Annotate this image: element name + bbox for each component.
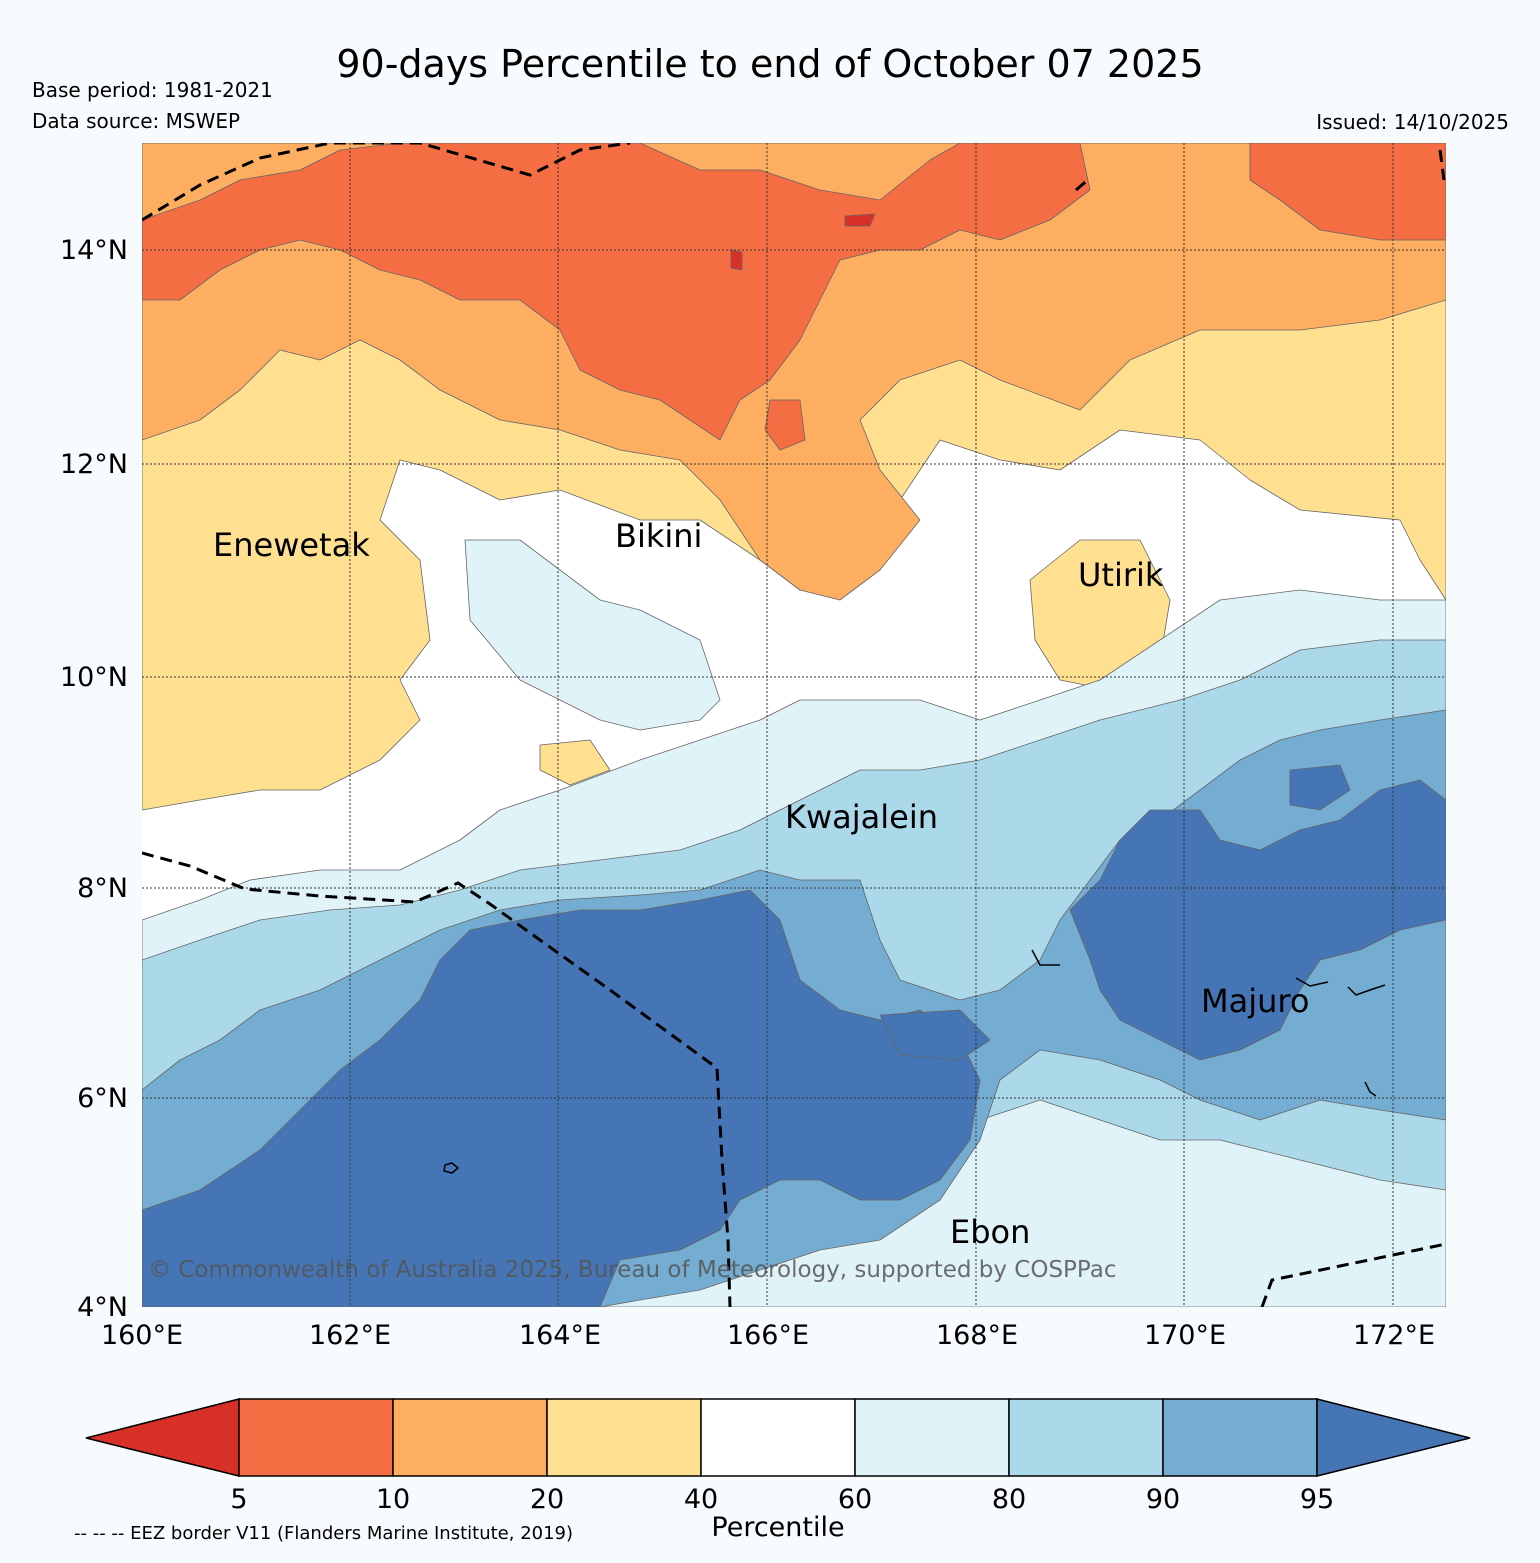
colorbar-swatch-20-40: [546, 1398, 702, 1477]
eez-borders: [142, 143, 1446, 1307]
place-label-utirik: Utirik: [1078, 556, 1164, 594]
place-label-enewetak: Enewetak: [213, 526, 370, 564]
lon-label: 168°E: [936, 1320, 1018, 1351]
lon-label: 164°E: [519, 1320, 601, 1351]
band-below-5: [844, 213, 876, 227]
place-label-ebon: Ebon: [950, 1213, 1030, 1251]
colorbar-ticks: 5 10 20 40 60 80 90 95: [230, 1484, 1334, 1515]
place-label-kwajalein: Kwajalein: [785, 798, 938, 836]
lon-label: 170°E: [1144, 1320, 1226, 1351]
copyright-notice: © Commonwealth of Australia 2025, Bureau…: [148, 1257, 1117, 1283]
colorbar-swatch-40-60: [700, 1398, 856, 1477]
lat-label: 14°N: [60, 235, 128, 266]
colorbar-tick: 20: [530, 1484, 564, 1515]
colorbar: [85, 1398, 1471, 1477]
band-above-95-patch-b: [879, 1009, 991, 1061]
colorbar-tick: 10: [376, 1484, 410, 1515]
colorbar-swatch-90-95: [1162, 1398, 1318, 1477]
lat-label: 12°N: [60, 449, 128, 480]
data-source-label: Data source: MSWEP: [32, 109, 241, 133]
percentile-contour-fills: [142, 143, 1446, 1307]
band-5-10-patch: [764, 399, 806, 451]
colorbar-tick: 60: [838, 1484, 872, 1515]
colorbar-tick: 40: [684, 1484, 718, 1515]
map-title: 90-days Percentile to end of October 07 …: [336, 42, 1204, 86]
colorbar-swatch-above-95: [1316, 1398, 1471, 1477]
graticule: [142, 143, 1446, 1307]
band-5-10-northeast: [1249, 143, 1446, 241]
lat-label: 10°N: [60, 662, 128, 693]
colorbar-tick: 80: [992, 1484, 1026, 1515]
band-above-95-majuro: [1069, 779, 1446, 1061]
colorbar-title: Percentile: [711, 1512, 845, 1543]
issued-date-label: Issued: 14/10/2025: [1316, 110, 1509, 134]
colorbar-tick: 95: [1300, 1484, 1334, 1515]
colorbar-swatch-below-5: [85, 1398, 240, 1477]
colorbar-swatch-5-10: [238, 1398, 394, 1477]
lon-label: 160°E: [101, 1320, 183, 1351]
lat-label: 4°N: [77, 1292, 128, 1323]
colorbar-swatch-60-80: [854, 1398, 1010, 1477]
lon-label: 172°E: [1353, 1320, 1435, 1351]
lon-label: 166°E: [727, 1320, 809, 1351]
colorbar-tick: 90: [1146, 1484, 1180, 1515]
base-period-label: Base period: 1981-2021: [32, 78, 273, 102]
lat-label: 6°N: [77, 1083, 128, 1114]
band-60-80-north: [464, 539, 721, 731]
colorbar-swatch-80-90: [1008, 1398, 1164, 1477]
place-label-bikini: Bikini: [615, 517, 702, 555]
place-label-majuro: Majuro: [1201, 982, 1309, 1020]
band-below-5-b: [730, 249, 743, 271]
eez-legend-note: -- -- -- EEZ border V11 (Flanders Marine…: [74, 1523, 574, 1544]
lon-label: 162°E: [309, 1320, 391, 1351]
colorbar-tick: 5: [230, 1484, 247, 1515]
lat-label: 8°N: [77, 873, 128, 904]
band-above-95-southwest: [142, 889, 981, 1307]
band-above-95-patch: [1289, 764, 1351, 811]
colorbar-swatch-10-20: [392, 1398, 548, 1477]
island-outlines: [443, 949, 1386, 1174]
